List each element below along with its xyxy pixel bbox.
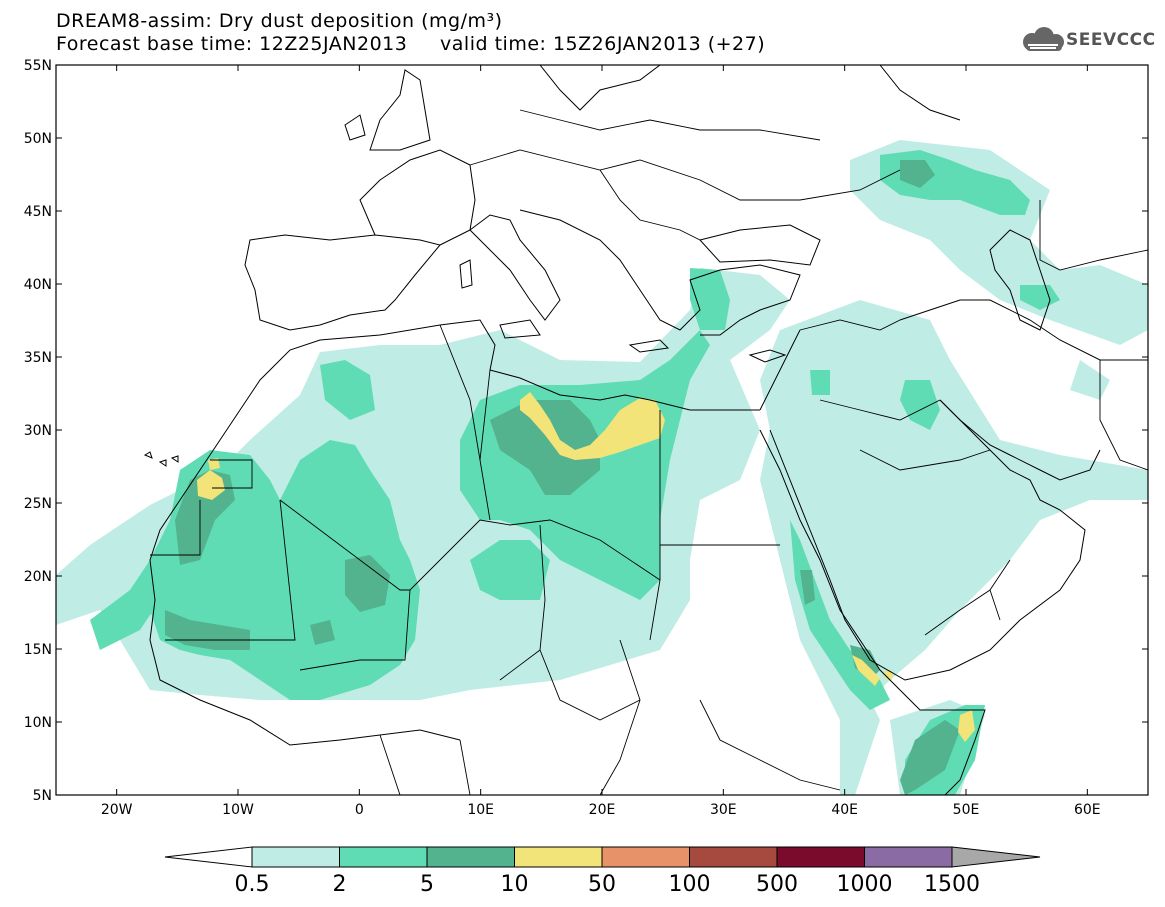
lat-tick-label: 15N [24,642,52,658]
lat-tick-label: 40N [24,277,52,293]
lon-tick-label: 10E [467,802,494,818]
lat-tick-label: 25N [24,496,52,512]
lon-tick-label: 40E [831,802,858,818]
lat-tick-label: 5N [33,788,52,804]
cloud-icon [1023,27,1064,51]
legend-swatch [251,846,340,868]
lon-tick-label: 50E [953,802,980,818]
lat-tick-label: 45N [24,204,52,220]
logo-text: SEEVCCC [1066,30,1156,50]
lon-tick-label: 20W [101,802,133,818]
lat-tick-label: 30N [24,423,52,439]
legend-swatch [339,846,428,868]
legend-arrow-low [164,846,253,868]
legend-swatch [601,846,690,868]
legend-label: 50 [588,872,616,897]
map-subtitle: Forecast base time: 12Z25JAN2013 valid t… [56,33,765,55]
longitude-axis: 20W 10W 0 10E 20E 30E 40E 50E 60E [101,65,1101,818]
legend-label: 1000 [837,872,893,897]
latitude-axis: 55N 50N 45N 40N 35N 30N 25N 20N 15N 10N 5N [24,58,1148,804]
valid-time: valid time: 15Z26JAN2013 (+27) [440,33,766,55]
lon-tick-label: 20E [589,802,616,818]
color-legend: 0.5 2 5 10 50 100 500 1000 1500 [164,846,1041,897]
borders [150,109,1148,795]
dust-level-10 [197,392,975,742]
legend-label: 500 [756,872,798,897]
legend-swatch [864,846,953,868]
legend-arrow-high [951,846,1041,868]
legend-label: 1500 [924,872,980,897]
dust-field [56,140,1148,795]
lon-tick-label: 0 [355,802,364,818]
map-title: DREAM8-assim: Dry dust deposition (mg/m³… [56,10,503,32]
legend-swatch [689,846,778,868]
legend-label: 2 [333,872,347,897]
lat-tick-label: 20N [24,569,52,585]
lat-tick-label: 50N [24,131,52,147]
legend-swatch [514,846,603,868]
legend-label: 0.5 [235,872,270,897]
lon-tick-label: 60E [1074,802,1101,818]
lat-tick-label: 10N [24,715,52,731]
lon-tick-label: 10W [222,802,254,818]
lat-tick-label: 55N [24,58,52,74]
legend-label: 5 [420,872,434,897]
forecast-base-time: Forecast base time: 12Z25JAN2013 [56,33,408,55]
legend-swatch [426,846,515,868]
legend-label: 10 [501,872,529,897]
lat-tick-label: 35N [24,350,52,366]
legend-label: 100 [669,872,711,897]
lon-tick-label: 30E [710,802,737,818]
legend-swatch [776,846,865,868]
